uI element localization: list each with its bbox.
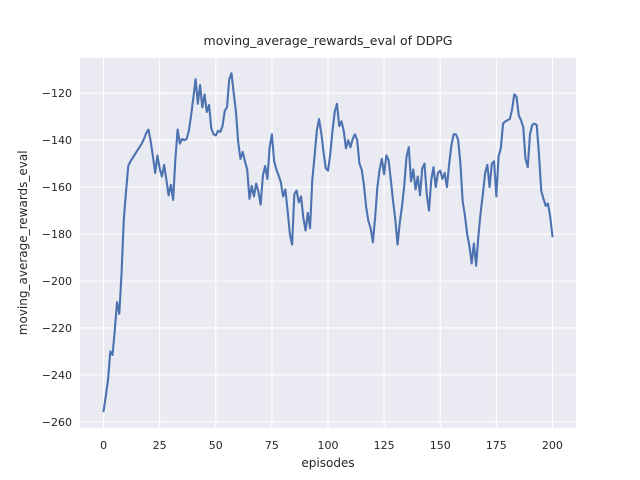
y-tick-label: −240 (42, 369, 72, 382)
y-tick-label: −200 (42, 275, 72, 288)
x-tick-label: 25 (153, 439, 167, 452)
gridlines (80, 58, 576, 428)
y-tick-label: −180 (42, 228, 72, 241)
data-line (102, 72, 554, 413)
x-tick-label: 0 (100, 439, 107, 452)
x-tick-label: 75 (265, 439, 279, 452)
y-tick-label: −260 (42, 416, 72, 429)
x-axis-label: episodes (301, 456, 354, 470)
x-tick-labels: 0 25 50 75 100 125 150 175 200 (100, 439, 563, 452)
y-tick-label: −140 (42, 134, 72, 147)
y-tick-label: −160 (42, 181, 72, 194)
y-axis-label: moving_average_rewards_eval (16, 150, 30, 335)
x-tick-label: 100 (318, 439, 339, 452)
y-tick-label: −220 (42, 322, 72, 335)
y-tick-labels: −120 −140 −160 −180 −200 −220 −240 −260 (42, 87, 72, 429)
x-tick-label: 50 (209, 439, 223, 452)
x-tick-label: 200 (542, 439, 563, 452)
x-tick-label: 175 (486, 439, 507, 452)
x-tick-label: 125 (374, 439, 395, 452)
chart-title: moving_average_rewards_eval of DDPG (204, 33, 453, 48)
data-series-group (102, 72, 554, 413)
x-tick-label: 150 (430, 439, 451, 452)
y-tick-label: −120 (42, 87, 72, 100)
